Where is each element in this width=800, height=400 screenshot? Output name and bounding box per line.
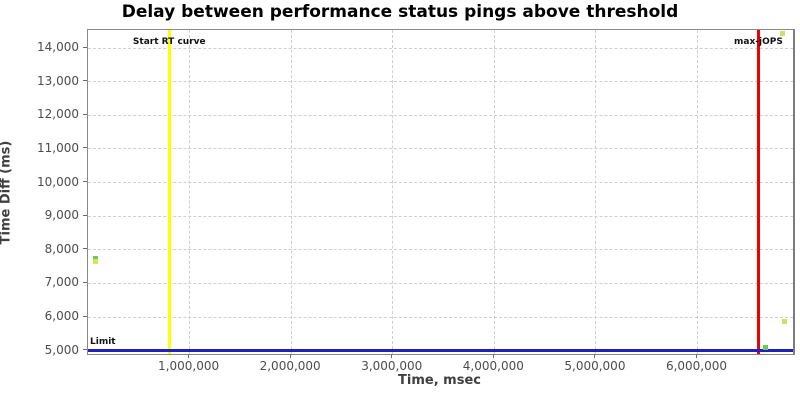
x-tick-label: 2,000,000: [259, 359, 321, 373]
data-point: [763, 344, 769, 350]
gridline-v: [189, 30, 191, 354]
gridline-h: [88, 249, 793, 251]
chart-title: Delay between performance status pings a…: [121, 2, 679, 22]
gridline-h: [88, 114, 793, 116]
ref-line-max-jops: [756, 30, 760, 354]
gridline-h: [88, 316, 793, 318]
gridline-h: [88, 47, 793, 49]
ref-label-limit: Limit: [90, 336, 116, 347]
ref-line-start-rt-curve: [167, 30, 171, 354]
ref-label-max-jops: max-jOPS: [734, 37, 783, 47]
x-tick-label: 6,000,000: [665, 359, 728, 373]
gridline-v: [493, 30, 495, 354]
gridline-v: [595, 30, 597, 354]
gridline-h: [88, 282, 793, 284]
x-tick-label: 4,000,000: [462, 359, 524, 373]
gridline-v: [290, 30, 292, 354]
x-tick-label: 3,000,000: [361, 359, 423, 373]
data-point: [92, 255, 98, 261]
data-point: [780, 30, 786, 36]
gridline-h: [88, 148, 793, 150]
x-axis-title: Time, msec: [398, 373, 481, 388]
plot-area: Start RT curve max-jOPS Limit: [87, 29, 795, 355]
gridline-h: [88, 182, 793, 184]
x-tick-label: 1,000,000: [158, 359, 220, 373]
gridline-v: [697, 30, 698, 354]
data-point: [92, 259, 98, 265]
gridline-h: [88, 81, 793, 83]
ref-label-start-rt-curve: Start RT curve: [132, 37, 206, 47]
ref-line-limit: [88, 349, 793, 353]
x-tick-label: 5,000,000: [564, 359, 626, 373]
y-tick-label: 5,000: [44, 342, 79, 357]
gridline-v: [392, 30, 394, 354]
data-point: [782, 318, 788, 324]
gridline-h: [88, 215, 793, 217]
y-axis-title: Time Diff (ms): [0, 140, 14, 245]
